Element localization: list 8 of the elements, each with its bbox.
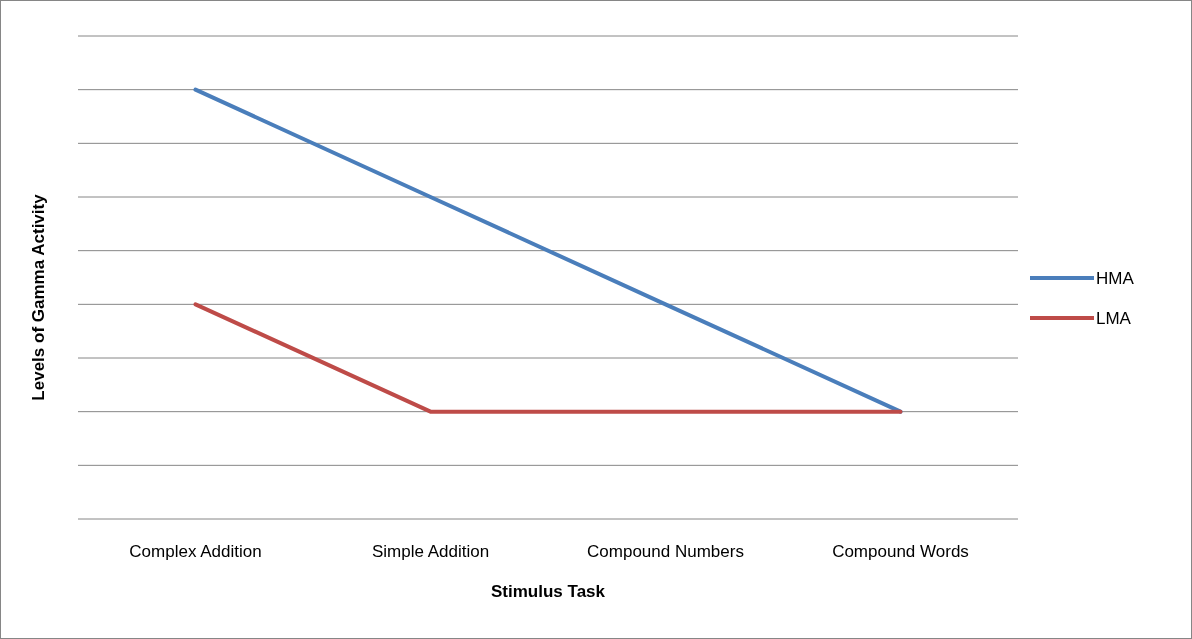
x-tick-label: Compound Words bbox=[832, 542, 969, 561]
legend-label: LMA bbox=[1096, 309, 1132, 328]
y-axis-title: Levels of Gamma Activity bbox=[29, 193, 48, 401]
x-tick-label: Complex Addition bbox=[129, 542, 262, 561]
legend-label: HMA bbox=[1096, 269, 1135, 288]
x-tick-label: Simple Addition bbox=[371, 542, 490, 561]
x-axis-title: Stimulus Task bbox=[491, 582, 606, 601]
x-tick-label: Compound Numbers bbox=[587, 542, 744, 561]
